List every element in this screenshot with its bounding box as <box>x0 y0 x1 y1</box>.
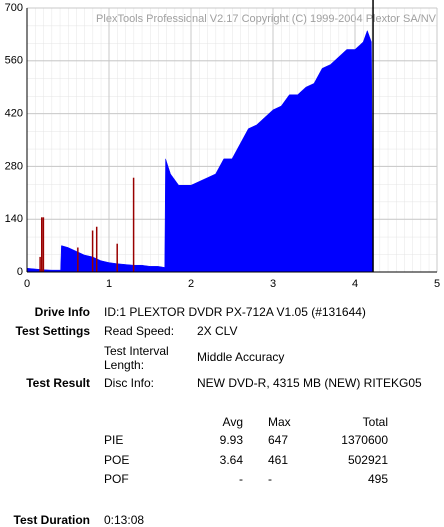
cell: 502921 <box>347 452 388 467</box>
x-tick-label: 2 <box>188 278 194 290</box>
y-tick-label: 0 <box>17 266 23 278</box>
cell: 9.93 <box>219 433 243 447</box>
cell: 461 <box>268 452 289 467</box>
chart-title: PlexTools Professional V2.17 Copyright (… <box>96 13 437 25</box>
value: 2X CLV <box>197 324 238 338</box>
y-tick-label: 140 <box>5 213 23 225</box>
label: Test Result <box>26 376 90 390</box>
value: Middle Accuracy <box>197 350 285 364</box>
label: Test Duration <box>13 513 90 527</box>
y-tick-label: 700 <box>5 2 23 14</box>
key: Read Speed: <box>104 324 175 338</box>
key: Disc Info: <box>104 376 155 390</box>
y-tick-label: 560 <box>5 55 23 67</box>
x-tick-label: 0 <box>24 278 30 290</box>
cell: 1370600 <box>341 433 388 447</box>
y-tick-label: 420 <box>5 108 23 120</box>
value: NEW DVD-R, 4315 MB (NEW) RITEKG05 <box>197 376 422 390</box>
label: Test Settings <box>15 324 90 338</box>
x-tick-label: 3 <box>270 278 276 290</box>
cell: 3.64 <box>219 452 243 467</box>
x-tick-label: 4 <box>352 278 358 290</box>
value: ID:1 PLEXTOR DVDR PX-712A V1.05 (#131644… <box>104 305 366 319</box>
value: 0:13:08 <box>104 513 145 527</box>
y-tick-label: 280 <box>5 160 23 172</box>
cell: - <box>268 472 272 486</box>
row-label: POE <box>104 452 130 467</box>
label: Drive Info <box>34 305 90 319</box>
column-header: Total <box>362 415 388 429</box>
x-tick-label: 1 <box>106 278 112 290</box>
key: Test Interval Length: <box>104 344 169 372</box>
cell: 495 <box>367 472 388 486</box>
cell: - <box>239 472 243 486</box>
column-header: Max <box>268 415 291 429</box>
chart: PlexTools Professional V2.17 Copyright (… <box>5 0 440 290</box>
cell: 647 <box>268 433 289 447</box>
x-tick-label: 5 <box>434 278 440 290</box>
row-label: POF <box>104 472 129 486</box>
row-label: PIE <box>104 433 124 447</box>
column-header: Avg <box>222 415 243 429</box>
area <box>26 29 374 273</box>
